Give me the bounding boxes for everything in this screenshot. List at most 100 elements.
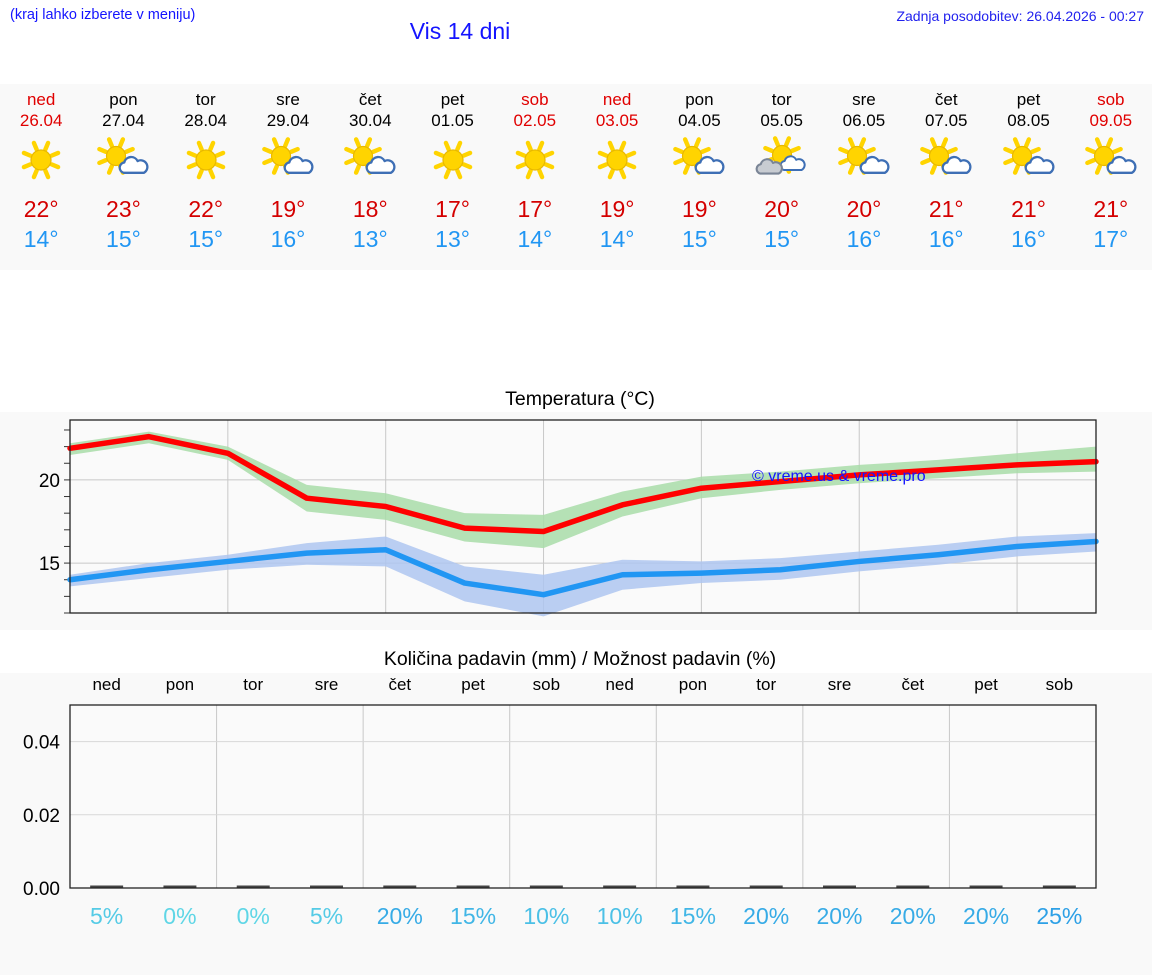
forecast-day-name: sob (521, 90, 549, 109)
precipitation-day-label: sob (1045, 675, 1074, 694)
forecast-day-date: 29.04 (266, 111, 310, 130)
precipitation-probability-label: 20% (889, 903, 936, 929)
precipitation-probability-label: 15% (669, 903, 716, 929)
forecast-day-name: pet (1016, 90, 1041, 109)
forecast-day-column[interactable]: tor 05.05 20° 15° (741, 84, 823, 270)
svg-text:0.04: 0.04 (23, 733, 60, 754)
forecast-temp-min: 17° (1093, 226, 1129, 252)
precipitation-day-label: čet (388, 675, 412, 694)
location-menu-note[interactable]: (kraj lahko izberete v meniju) (10, 7, 196, 23)
precipitation-day-label: ned (605, 675, 634, 694)
forecast-temp-min: 16° (846, 226, 882, 252)
svg-text:15: 15 (39, 554, 60, 575)
precipitation-day-label: pet (461, 675, 485, 694)
forecast-temp-max: 21° (1011, 196, 1046, 222)
forecast-temp-min: 16° (270, 226, 306, 252)
forecast-temp-min: 15° (106, 226, 141, 252)
sunny-cloudy-icon (832, 135, 896, 187)
precipitation-day-label: sre (314, 675, 339, 694)
forecast-day-date: 08.05 (1007, 111, 1050, 130)
forecast-day-column[interactable]: pet 08.05 21° 16° (987, 84, 1069, 270)
forecast-day-column[interactable]: čet 07.05 21° 16° (905, 84, 987, 270)
forecast-day-column[interactable]: ned 26.04 22° 14° (0, 84, 82, 270)
precipitation-day-label: pet (974, 675, 998, 694)
forecast-temp-max: 21° (928, 196, 964, 222)
precipitation-probability-label: 20% (963, 903, 1010, 929)
forecast-day-name: tor (771, 90, 792, 109)
temperature-chart-section: Temperatura (°C) 15 20 © vreme.us & vreme… (0, 375, 1152, 630)
precipitation-day-label: tor (756, 675, 777, 694)
svg-text:0.00: 0.00 (23, 879, 60, 900)
forecast-strip: ned 26.04 22° 14° pon 27.04 23° 15° tor 28.04 22° 1… (0, 84, 1152, 270)
forecast-temp-max: 22° (188, 196, 224, 222)
forecast-day-column[interactable]: čet 30.04 18° 13° (329, 84, 411, 270)
precipitation-probability-label: 15% (450, 903, 497, 929)
forecast-temp-max: 20° (846, 196, 882, 222)
precipitation-probability-label: 0% (236, 903, 270, 929)
forecast-temp-max: 19° (682, 196, 717, 222)
forecast-day-column[interactable]: tor 28.04 22° 15° (165, 84, 247, 270)
forecast-temp-min: 14° (23, 226, 59, 252)
forecast-day-date: 03.05 (595, 111, 639, 130)
precipitation-day-label: pon (165, 675, 195, 694)
last-update-label: Zadnja posodobitev: 26.04.2026 - 00:27 (896, 8, 1144, 24)
forecast-day-column[interactable]: ned 03.05 19° 14° (576, 84, 658, 270)
forecast-temp-max: 18° (352, 196, 388, 222)
forecast-temp-min: 14° (599, 226, 635, 252)
sunny-icon (585, 135, 649, 187)
forecast-temp-min: 16° (928, 226, 964, 252)
sunny-cloudy-icon (667, 135, 731, 187)
forecast-day-date: 04.05 (678, 111, 721, 130)
forecast-day-column[interactable]: sob 09.05 21° 17° (1070, 84, 1152, 270)
forecast-temp-max: 23° (106, 196, 141, 222)
precipitation-day-label: pon (678, 675, 708, 694)
precipitation-day-label: sob (532, 675, 561, 694)
forecast-day-date: 26.04 (19, 111, 63, 130)
forecast-day-name: ned (26, 90, 56, 109)
precipitation-probability-label: 10% (523, 903, 570, 929)
precipitation-title-bar (0, 640, 1152, 673)
precipitation-chart-title: Količina padavin (mm) / Možnost padavin … (383, 648, 777, 670)
forecast-temp-min: 13° (352, 226, 388, 252)
forecast-day-column[interactable]: sre 29.04 19° 16° (247, 84, 329, 270)
forecast-day-date: 01.05 (431, 111, 474, 130)
sunny-cloudy-icon (1079, 135, 1143, 187)
forecast-temp-min: 15° (682, 226, 717, 252)
precipitation-probability-label: 0% (163, 903, 197, 929)
partly-cloudy-icon (750, 135, 814, 187)
svg-text:20: 20 (39, 471, 60, 492)
forecast-day-column[interactable]: pet 01.05 17° 13° (411, 84, 493, 270)
forecast-temp-max: 17° (435, 196, 470, 222)
precipitation-day-label: ned (92, 675, 121, 694)
sunny-cloudy-icon (914, 135, 978, 187)
forecast-day-date: 28.04 (184, 111, 227, 130)
forecast-temp-min: 15° (188, 226, 224, 252)
forecast-day-name: pon (685, 90, 714, 109)
sunny-icon (9, 135, 73, 187)
sunny-cloudy-icon (256, 135, 320, 187)
sunny-cloudy-icon (338, 135, 402, 187)
forecast-temp-max: 17° (517, 196, 553, 222)
page-title: Vis 14 dni (409, 18, 511, 44)
forecast-day-column[interactable]: pon 04.05 19° 15° (658, 84, 740, 270)
precipitation-probability-label: 25% (1036, 903, 1083, 929)
precipitation-probability-label: 5% (90, 903, 124, 929)
precipitation-probability-label: 5% (309, 903, 344, 929)
forecast-temp-min: 13° (435, 226, 470, 252)
forecast-day-column[interactable]: pon 27.04 23° 15° (82, 84, 164, 270)
forecast-day-column[interactable]: sre 06.05 20° 16° (823, 84, 905, 270)
sunny-icon (174, 135, 238, 187)
precipitation-probability-label: 20% (376, 903, 423, 929)
forecast-temp-min: 14° (517, 226, 553, 252)
forecast-temp-max: 20° (764, 196, 800, 222)
forecast-temp-max: 19° (270, 196, 306, 222)
forecast-day-column[interactable]: sob 02.05 17° 14° (494, 84, 576, 270)
precipitation-probability-label: 20% (743, 903, 790, 929)
forecast-day-name: čet (358, 90, 382, 109)
forecast-day-name: čet (934, 90, 958, 109)
forecast-day-date: 30.04 (348, 111, 392, 130)
copyright-label: © vreme.us & vreme.pro (752, 468, 926, 485)
precipitation-probability-label: 20% (816, 903, 863, 929)
